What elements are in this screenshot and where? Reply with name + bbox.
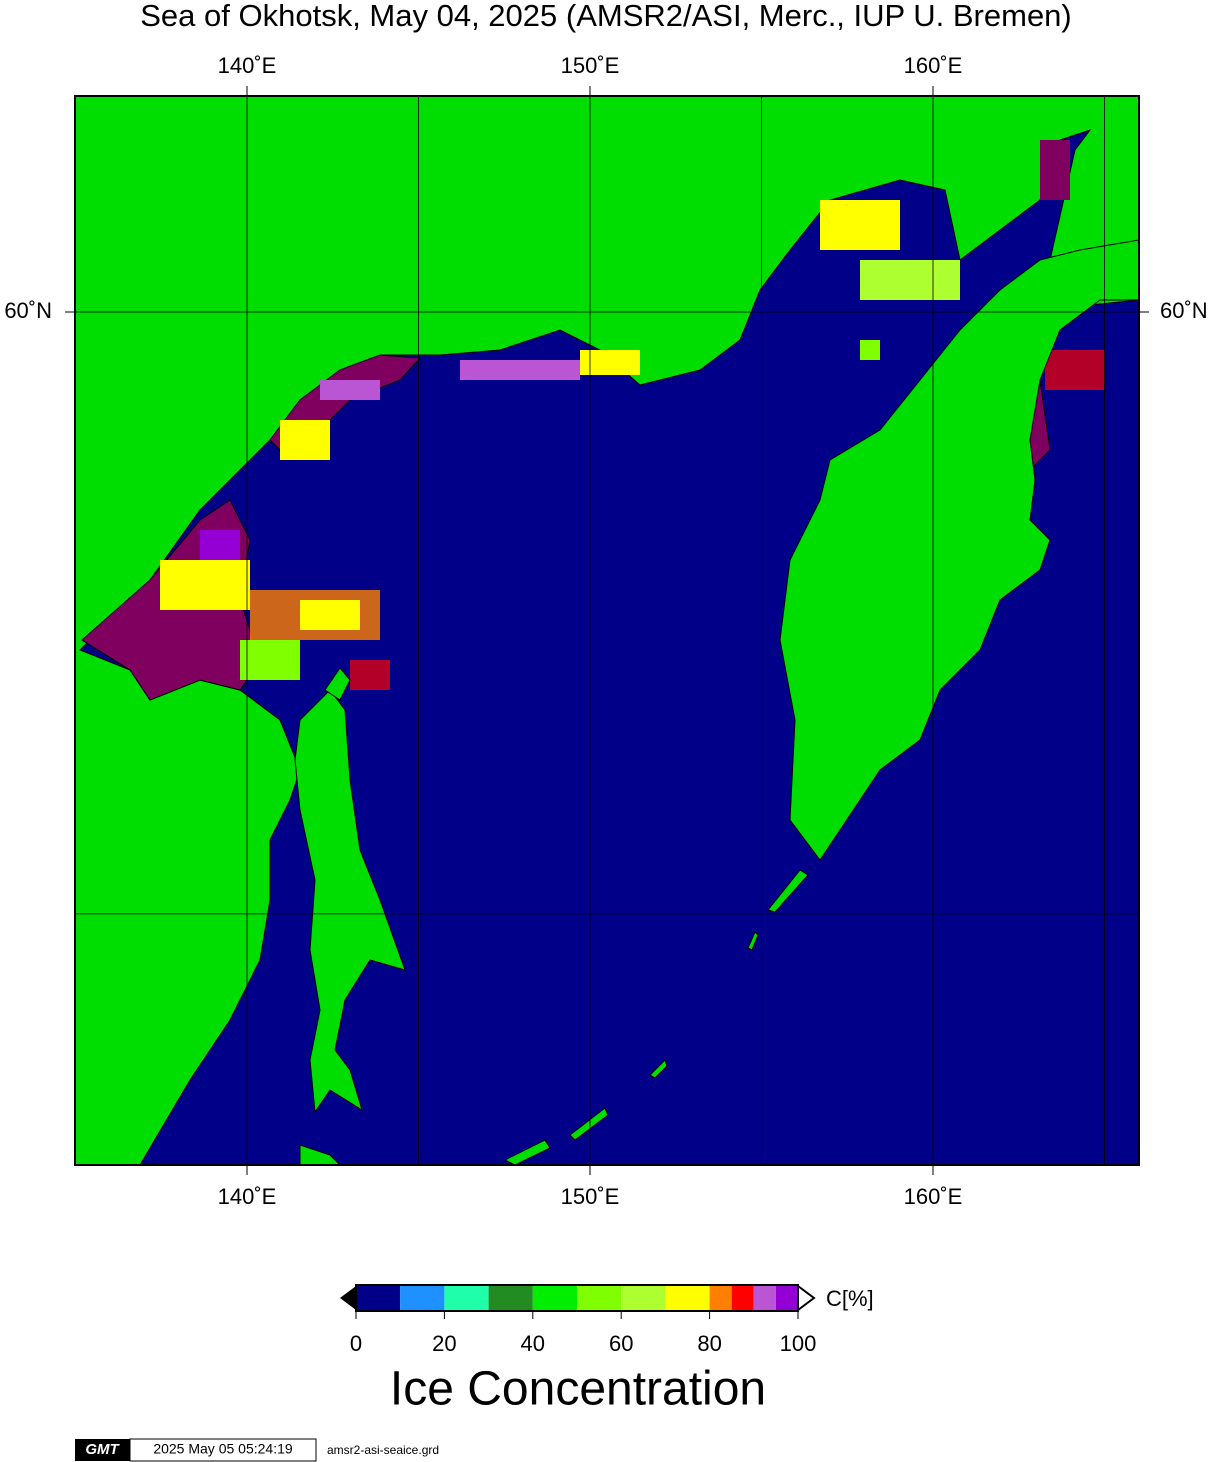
colorbar-low-arrow: [340, 1286, 356, 1310]
colorbar-bin: [444, 1285, 489, 1311]
graticule: [75, 96, 1139, 1165]
colorbar-bin: [753, 1285, 776, 1311]
lon-label-bottom: 140˚E: [218, 1184, 277, 1209]
colorbar-tick-label: 100: [780, 1331, 817, 1356]
title: Sea of Okhotsk, May 04, 2025 (AMSR2/ASI,…: [140, 0, 1072, 33]
lon-label-top: 160˚E: [904, 53, 963, 78]
lat-label-right: 60˚N: [1160, 298, 1208, 323]
kuril-island: [503, 1139, 551, 1165]
colorbar-frame: [355, 1284, 799, 1312]
colorbar-bin: [488, 1285, 533, 1311]
map-frame: [74, 95, 1140, 1166]
logo: GMT: [85, 1441, 120, 1458]
kuril-island: [649, 1059, 668, 1079]
lon-label-top: 140˚E: [218, 53, 277, 78]
timestamp: 2025 May 05 05:24:19: [153, 1441, 293, 1457]
colorbar-bin: [356, 1285, 401, 1311]
colorbar-bin: [532, 1285, 577, 1311]
kuril-island: [747, 931, 759, 951]
shantar-island: [324, 667, 351, 701]
colorbar-high-arrow: [797, 1284, 816, 1312]
colorbar-bin: [731, 1285, 754, 1311]
colorbar-bin: [621, 1285, 666, 1311]
colorbar-unit: C[%]: [826, 1286, 874, 1311]
timestamp-box: [129, 1438, 317, 1462]
colorbar-title: Ice Concentration: [390, 1363, 766, 1416]
kuril-island: [767, 869, 809, 913]
lon-label-bottom: 150˚E: [561, 1184, 620, 1209]
colorbar-bin: [665, 1285, 710, 1311]
colorbar-tick-label: 80: [697, 1331, 721, 1356]
sakhalin: [294, 689, 406, 1114]
logo-box: [75, 1439, 130, 1461]
colorbar-tick-label: 40: [521, 1331, 545, 1356]
ice-pixels: [160, 140, 1105, 690]
colorbar-bin: [709, 1285, 732, 1311]
colorbar-tick-label: 20: [432, 1331, 456, 1356]
lat-label-left: 60˚N: [4, 298, 52, 323]
file-name: amsr2-asi-seaice.grd: [327, 1443, 439, 1457]
colorbar-tick-label: 0: [350, 1331, 362, 1356]
kamchatka: [779, 239, 1139, 861]
lon-label-top: 150˚E: [561, 53, 620, 78]
hokkaido: [299, 1144, 341, 1165]
colorbar-tick-label: 60: [609, 1331, 633, 1356]
colorbar-bin: [577, 1285, 622, 1311]
map-area: [75, 96, 1139, 1165]
kuril-island: [569, 1107, 609, 1141]
colorbar-bin: [400, 1285, 445, 1311]
lon-label-bottom: 160˚E: [904, 1184, 963, 1209]
colorbar-bin: [775, 1285, 798, 1311]
